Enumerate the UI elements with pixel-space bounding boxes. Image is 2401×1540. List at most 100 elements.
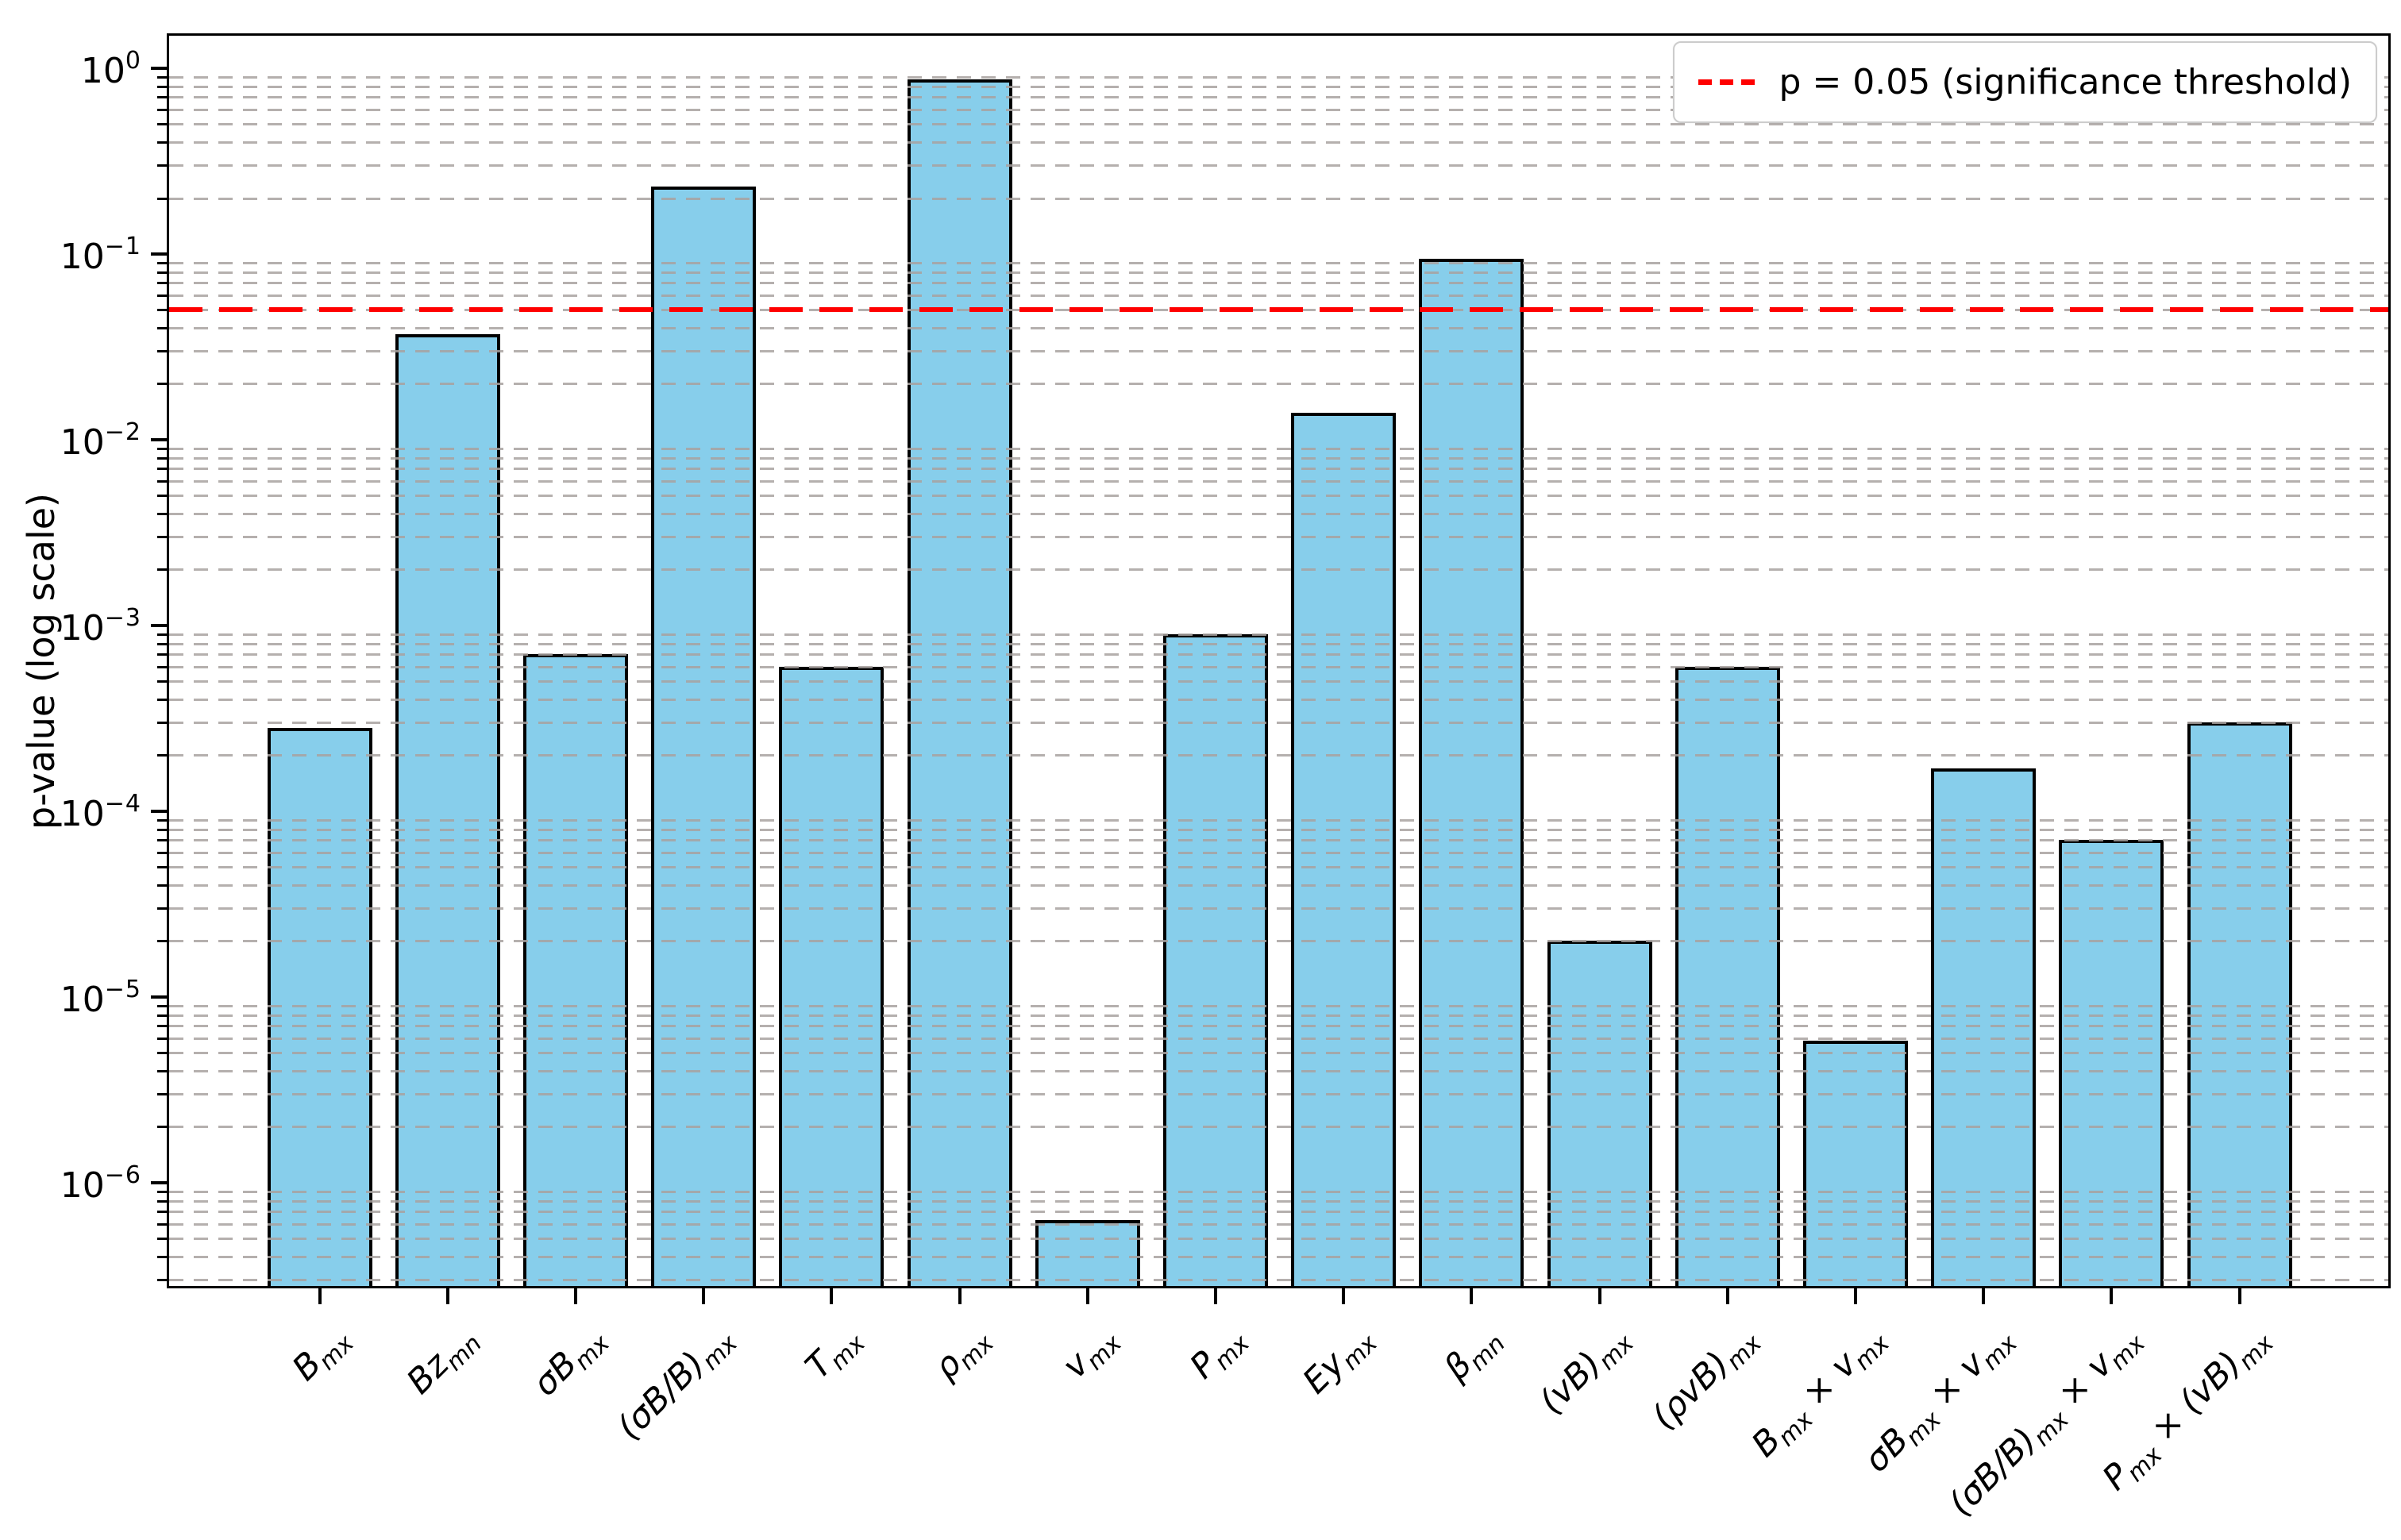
minor-gridline [169,495,2388,498]
y-minor-tick [157,75,167,79]
minor-gridline [169,1199,2388,1203]
y-minor-tick [157,665,167,668]
minor-gridline [169,1052,2388,1055]
y-minor-tick [157,828,167,831]
minor-gridline [169,907,2388,911]
minor-gridline [169,665,2388,668]
legend: p = 0.05 (significance threshold) [1672,41,2377,123]
y-minor-tick [157,866,167,869]
minor-gridline [169,633,2388,636]
y-minor-tick [157,884,167,887]
bar-9 [1291,412,1397,1286]
y-minor-tick [157,495,167,498]
minor-gridline [169,1256,2388,1258]
y-minor-tick [157,680,167,683]
y-tick-label: 10−6 [60,1161,141,1206]
y-minor-tick [157,1093,167,1096]
minor-gridline [169,1238,2388,1241]
y-minor-tick [157,85,167,88]
x-tick [1725,1288,1729,1304]
minor-gridline [169,1014,2388,1017]
minor-gridline [169,1279,2388,1282]
y-minor-tick [157,839,167,842]
x-tick [2110,1288,2114,1304]
minor-gridline [169,1211,2388,1214]
y-minor-tick [157,1211,167,1214]
y-minor-tick [157,642,167,645]
x-tick [1982,1288,1986,1304]
y-minor-tick [157,96,167,99]
y-minor-tick [157,536,167,539]
x-tick [1085,1288,1089,1304]
x-tick [445,1288,449,1304]
x-tick [1854,1288,1857,1304]
y-minor-tick [157,1037,167,1040]
y-minor-tick [157,479,167,483]
minor-gridline [169,309,2388,312]
y-minor-tick [157,456,167,460]
minor-gridline [169,754,2388,757]
y-tick-label: 10−5 [60,975,141,1020]
y-minor-tick [157,1126,167,1129]
minor-gridline [169,1126,2388,1129]
y-minor-tick [157,699,167,702]
y-minor-tick [157,818,167,822]
x-tick [1214,1288,1217,1304]
x-tick [1597,1288,1601,1304]
bar-4 [651,187,757,1286]
minor-gridline [169,1190,2388,1193]
y-minor-tick [157,141,167,144]
bar-15 [2059,840,2164,1286]
minor-gridline [169,513,2388,516]
minor-gridline [169,327,2388,330]
minor-gridline [169,479,2388,483]
bar-6 [907,79,1012,1286]
plot-area [167,33,2391,1288]
y-major-tick [151,1180,167,1184]
bar-2 [395,333,500,1286]
minor-gridline [169,653,2388,656]
y-major-tick [151,995,167,999]
minor-gridline [169,123,2388,126]
minor-gridline [169,1025,2388,1028]
y-minor-tick [157,1238,167,1241]
y-minor-tick [157,383,167,386]
minor-gridline [169,839,2388,842]
y-minor-tick [157,907,167,911]
minor-gridline [169,141,2388,144]
y-minor-tick [157,468,167,471]
y-minor-tick [157,851,167,854]
bar-10 [1419,259,1524,1286]
y-minor-tick [157,754,167,757]
bar-7 [1035,1219,1140,1286]
y-minor-tick [157,1052,167,1055]
minor-gridline [169,536,2388,539]
bar-5 [779,666,884,1286]
y-minor-tick [157,197,167,200]
minor-gridline [169,1004,2388,1007]
y-minor-tick [157,282,167,285]
y-minor-tick [157,513,167,516]
x-tick [2237,1288,2241,1304]
x-tick [702,1288,706,1304]
minor-gridline [169,261,2388,264]
y-minor-tick [157,1014,167,1017]
y-minor-tick [157,350,167,353]
bar-13 [1803,1041,1908,1286]
bar-8 [1163,633,1268,1286]
minor-gridline [169,447,2388,450]
y-minor-tick [157,123,167,126]
y-axis-label: p-value (log scale) [20,492,63,830]
y-minor-tick [157,1025,167,1028]
y-major-tick [151,809,167,813]
bar-16 [2187,722,2292,1286]
y-minor-tick [157,164,167,167]
minor-gridline [169,866,2388,869]
y-major-tick [151,66,167,70]
x-tick [958,1288,962,1304]
y-minor-tick [157,722,167,725]
y-minor-tick [157,1279,167,1282]
minor-gridline [169,468,2388,471]
minor-gridline [169,940,2388,943]
